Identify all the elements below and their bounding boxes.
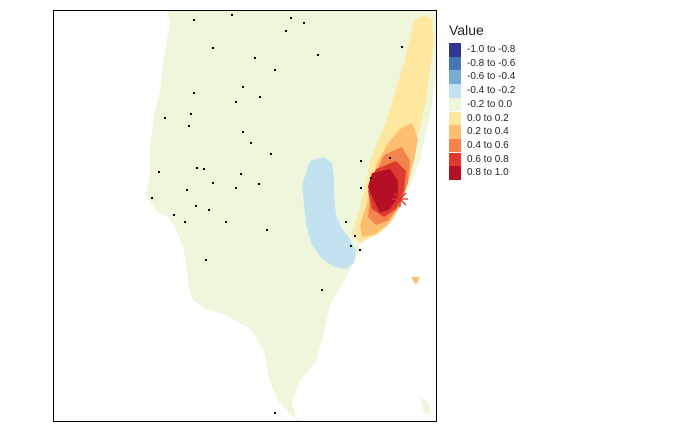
observation-point xyxy=(231,14,233,16)
island-patch xyxy=(419,396,432,415)
observation-point xyxy=(389,157,391,159)
observation-point xyxy=(184,221,186,223)
legend-item: 0.8 to 1.0 xyxy=(449,166,649,180)
observation-point xyxy=(203,168,205,170)
observation-point xyxy=(350,245,352,247)
legend-swatch xyxy=(449,56,461,71)
legend-item: -1.0 to -0.8 xyxy=(449,43,649,57)
island-patch-orange xyxy=(411,277,420,285)
observation-point xyxy=(242,131,244,133)
observation-point xyxy=(188,125,190,127)
legend-item: -0.2 to 0.0 xyxy=(449,97,649,112)
legend-label: -0.2 to 0.0 xyxy=(467,98,513,110)
legend-swatch xyxy=(449,138,461,153)
legend-item: -0.4 to -0.2 xyxy=(449,84,649,98)
observation-point xyxy=(240,173,242,175)
legend-label: -1.0 to -0.8 xyxy=(467,44,516,55)
observation-point xyxy=(285,30,287,32)
legend-swatch xyxy=(449,70,461,84)
legend-swatch xyxy=(449,152,461,167)
mainland-area xyxy=(146,11,436,421)
observation-point xyxy=(193,92,195,94)
observation-point xyxy=(195,205,197,207)
observation-point xyxy=(235,187,237,189)
observation-point xyxy=(205,259,207,261)
observation-point xyxy=(345,221,347,223)
observation-point xyxy=(259,96,261,98)
observation-point xyxy=(208,209,210,211)
legend-swatch xyxy=(449,111,461,126)
observation-point xyxy=(274,412,276,414)
observation-point xyxy=(258,183,260,185)
observation-point xyxy=(212,182,214,184)
observation-point xyxy=(303,22,305,24)
legend-label: -0.6 to -0.4 xyxy=(467,71,516,83)
observation-point xyxy=(242,86,244,88)
observation-point xyxy=(173,214,175,216)
observation-point xyxy=(235,101,237,103)
legend-item: 0.6 to 0.8 xyxy=(449,152,649,167)
legend-label: -0.4 to -0.2 xyxy=(467,85,516,97)
legend-item: -0.8 to -0.6 xyxy=(449,56,649,71)
legend-item: 0.2 to 0.4 xyxy=(449,125,649,139)
legend-item: 0.4 to 0.6 xyxy=(449,138,649,153)
map-canvas xyxy=(146,11,436,421)
legend-label: 0.6 to 0.8 xyxy=(467,153,509,165)
legend-label: 0.2 to 0.4 xyxy=(467,126,509,138)
observation-point xyxy=(321,289,323,291)
observation-point xyxy=(290,17,292,19)
observation-point xyxy=(254,57,256,59)
observation-point xyxy=(360,187,362,189)
observation-point xyxy=(370,177,372,179)
legend-swatch xyxy=(449,84,461,98)
observation-point xyxy=(196,167,198,169)
observation-point xyxy=(360,160,362,162)
observation-point xyxy=(270,153,272,155)
observation-point xyxy=(250,142,252,144)
legend-swatch xyxy=(449,125,461,139)
legend-label: -0.8 to -0.6 xyxy=(467,57,516,69)
observation-point xyxy=(317,54,319,56)
observation-point xyxy=(158,171,160,173)
legend-label: 0.4 to 0.6 xyxy=(467,139,509,151)
observation-point xyxy=(193,19,195,21)
value-band-0.8-1.0 xyxy=(368,169,398,213)
legend-label: 0.0 to 0.2 xyxy=(467,112,509,124)
observation-point xyxy=(274,69,276,71)
observation-point xyxy=(186,189,188,191)
legend-item: -0.6 to -0.4 xyxy=(449,70,649,84)
legend: Value -1.0 to -0.8 -0.8 to -0.6 -0.6 to -0… xyxy=(449,22,649,192)
observation-point xyxy=(354,235,356,237)
observation-point xyxy=(212,47,214,49)
observation-points xyxy=(151,14,403,414)
observation-point xyxy=(266,229,268,231)
observation-point xyxy=(164,117,166,119)
observation-point xyxy=(190,113,192,115)
legend-swatch xyxy=(449,166,461,180)
legend-swatch xyxy=(449,43,461,57)
map-panel[interactable] xyxy=(53,10,437,422)
observation-point xyxy=(401,46,403,48)
negative-value-region xyxy=(302,157,356,269)
observation-point xyxy=(151,197,153,199)
legend-label: 0.8 to 1.0 xyxy=(467,167,509,179)
legend-swatch xyxy=(449,97,461,112)
legend-item: 0.0 to 0.2 xyxy=(449,111,649,126)
legend-title: Value xyxy=(449,22,484,38)
asterisk-marker-icon[interactable] xyxy=(392,191,408,207)
observation-point xyxy=(359,249,361,251)
observation-point xyxy=(225,221,227,223)
